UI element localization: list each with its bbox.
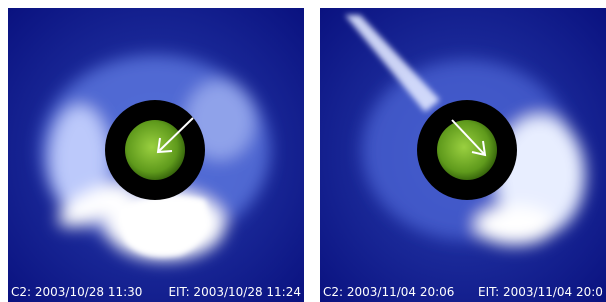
sun [437,120,497,180]
figure: C2: 2003/10/28 11:30 EIT: 2003/10/28 11:… [0,0,606,302]
eit-label: EIT: 2003/11/04 20:0 [478,285,603,299]
sun [125,120,185,180]
page: C2: 2003/10/28 11:30 EIT: 2003/10/28 11:… [0,0,606,302]
left-panel: C2: 2003/10/28 11:30 EIT: 2003/10/28 11:… [8,8,304,302]
right-panel: C2: 2003/11/04 20:06 EIT: 2003/11/04 20:… [320,8,606,302]
c2-label: C2: 2003/10/28 11:30 [11,285,142,299]
c2-label: C2: 2003/11/04 20:06 [323,285,454,299]
eit-label: EIT: 2003/10/28 11:24 [168,285,301,299]
